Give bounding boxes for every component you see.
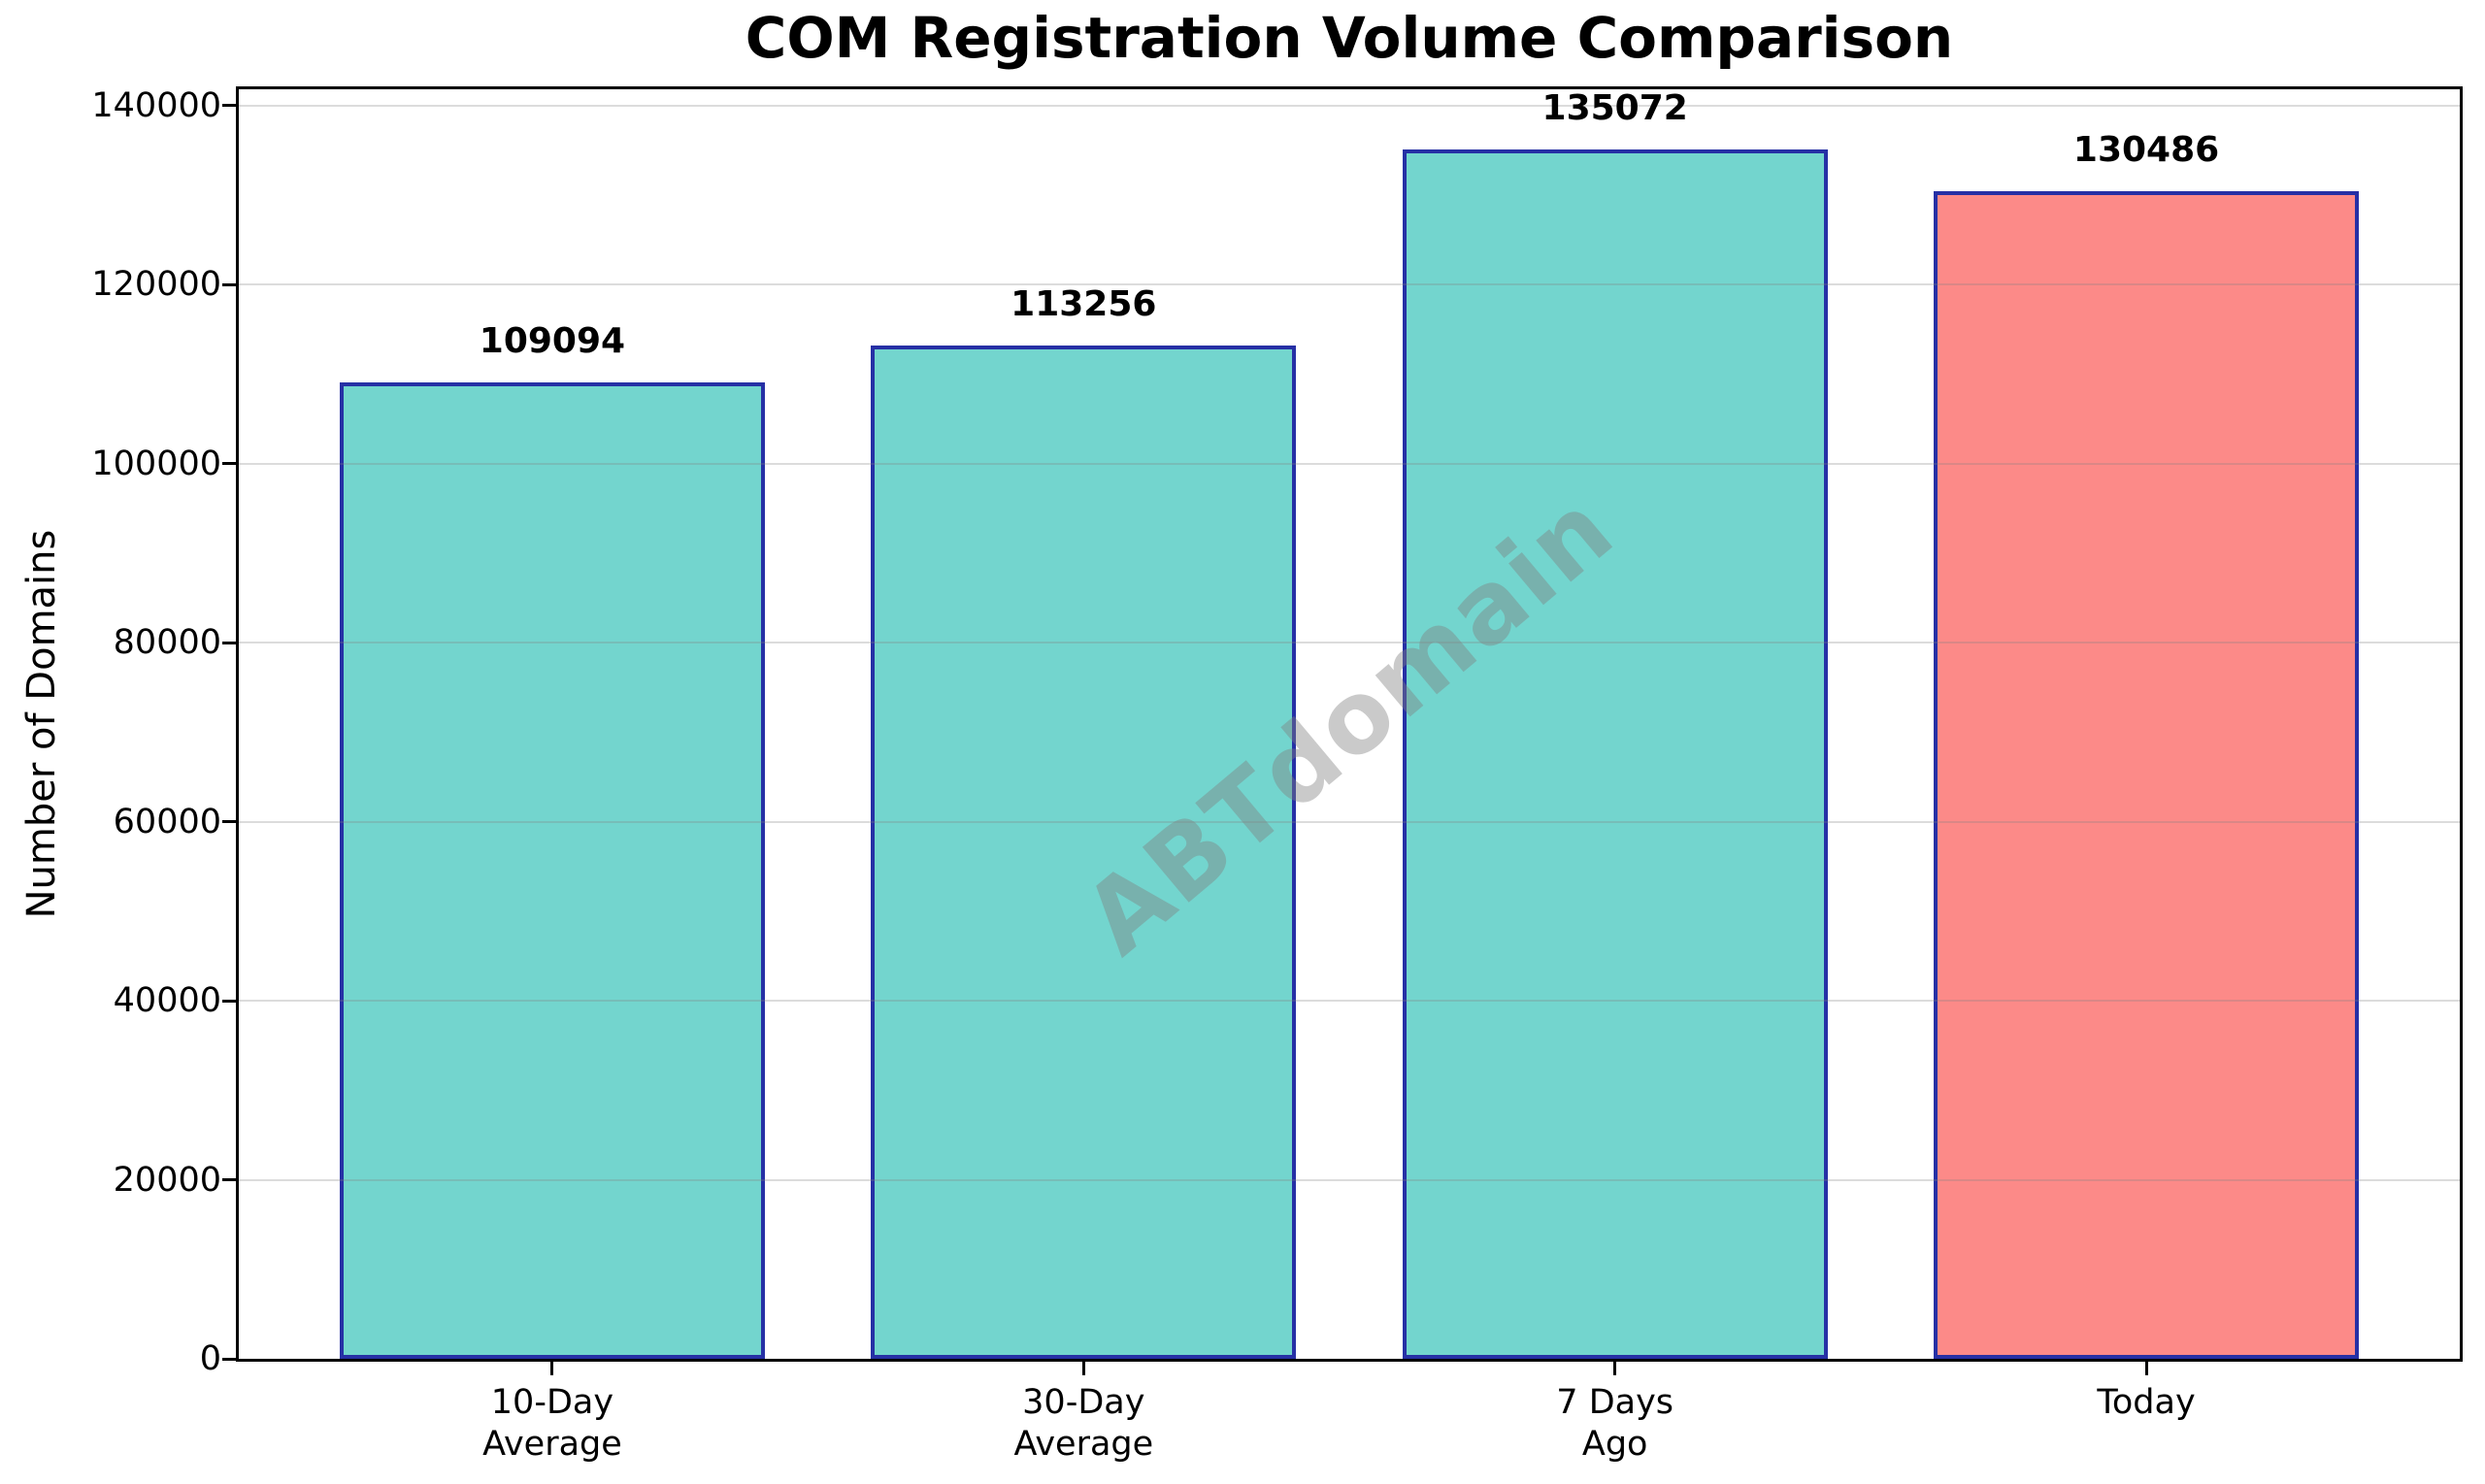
y-tick-mark (222, 1357, 236, 1361)
gridline-120000 (239, 283, 2460, 286)
bar-7-days-ago (1402, 149, 1828, 1359)
y-axis-label: Number of Domains (19, 529, 64, 919)
y-tick-label: 120000 (91, 265, 221, 305)
y-tick-mark (222, 1178, 236, 1182)
x-tick-mark (2144, 1362, 2148, 1375)
bar-value-label: 135072 (1541, 88, 1688, 129)
y-tick-mark (222, 999, 236, 1003)
y-tick-label: 100000 (91, 444, 221, 483)
x-tick-label: 7 Days Ago (1556, 1383, 1674, 1464)
x-tick-mark (1081, 1362, 1085, 1375)
x-tick-label: 10-Day Average (482, 1383, 622, 1464)
y-tick-label: 40000 (113, 981, 221, 1021)
chart-title: COM Registration Volume Comparison (745, 5, 1954, 71)
x-tick-mark (550, 1362, 554, 1375)
y-tick-label: 60000 (113, 802, 221, 841)
plot-inner: 109094 113256 135072 130486 (239, 89, 2460, 1359)
y-tick-mark (222, 820, 236, 824)
y-tick-mark (222, 641, 236, 644)
y-tick-label: 0 (199, 1339, 221, 1378)
x-tick-label: 30-Day Average (1013, 1383, 1154, 1464)
gridline-40000 (239, 1000, 2460, 1003)
gridline-140000 (239, 104, 2460, 107)
y-tick-mark (222, 104, 236, 108)
gridline-20000 (239, 1178, 2460, 1181)
bar-10-day-average (340, 381, 765, 1359)
y-tick-mark (222, 282, 236, 286)
plot-area: 109094 113256 135072 130486 (236, 86, 2463, 1362)
x-tick-mark (1613, 1362, 1617, 1375)
x-tick-label: Today (2097, 1383, 2196, 1422)
bar-value-label: 130486 (2072, 129, 2220, 170)
bar-today (1934, 190, 2359, 1359)
y-tick-label: 140000 (91, 85, 221, 125)
y-tick-label: 80000 (113, 623, 221, 663)
gridline-60000 (239, 820, 2460, 823)
bar-value-label: 113256 (1011, 283, 1157, 324)
bar-value-label: 109094 (479, 320, 626, 361)
gridline-100000 (239, 462, 2460, 465)
y-tick-mark (222, 462, 236, 466)
bar-30-day-average (871, 345, 1297, 1359)
gridline-80000 (239, 642, 2460, 644)
y-tick-label: 20000 (113, 1160, 221, 1200)
